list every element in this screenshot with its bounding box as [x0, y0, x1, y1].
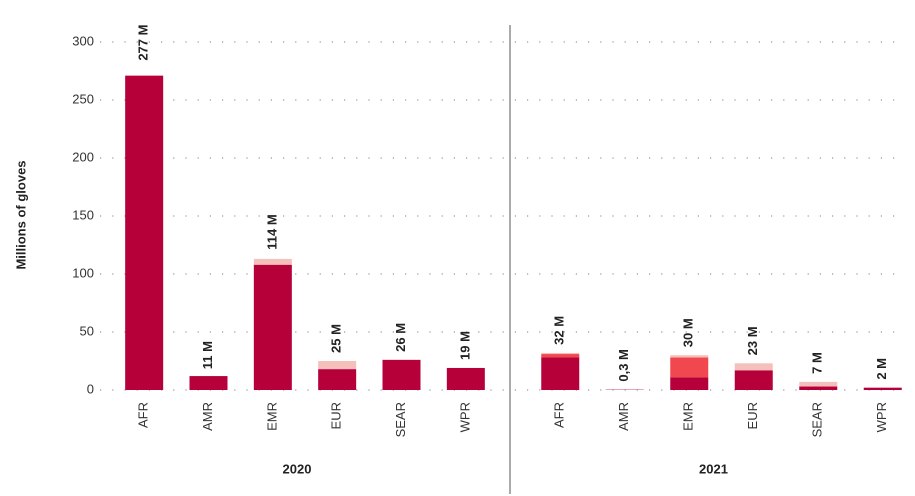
- value-label: 26 M: [393, 323, 408, 352]
- group-label: 2021: [699, 461, 728, 476]
- x-tick-label: EUR: [745, 402, 760, 429]
- y-tick-label: 200: [72, 149, 94, 164]
- x-tick-label: AFR: [136, 402, 151, 428]
- value-label: 2 M: [874, 358, 889, 380]
- x-tick-label: EMR: [264, 402, 279, 431]
- y-axis-label: Millions of gloves: [13, 160, 28, 269]
- bar-segment: [734, 363, 773, 371]
- value-label: 23 M: [745, 326, 760, 355]
- x-tick-label: WPR: [457, 402, 472, 432]
- y-tick-label: 0: [87, 381, 94, 396]
- bar-segment: [318, 361, 357, 370]
- group-label: 2020: [283, 461, 312, 476]
- bar-segment: [541, 352, 580, 355]
- value-label: 30 M: [681, 318, 696, 347]
- value-label: 11 M: [200, 341, 215, 369]
- bar-segment: [253, 258, 292, 265]
- x-tick-label: AFR: [552, 402, 567, 428]
- bar-segment: [318, 369, 357, 390]
- value-label: 114 M: [264, 214, 279, 249]
- bar-segment: [670, 357, 709, 378]
- bar-segment: [734, 370, 773, 390]
- bar-segment: [670, 377, 709, 390]
- bar-segment: [670, 355, 709, 358]
- bar-segment: [799, 386, 838, 390]
- y-tick-label: 150: [72, 207, 94, 222]
- bar-segment: [189, 376, 228, 390]
- bar-segment: [863, 387, 902, 390]
- value-label: 32 M: [552, 316, 567, 345]
- y-tick-label: 250: [72, 91, 94, 106]
- y-tick-label: 100: [72, 265, 94, 280]
- bar-segment: [125, 75, 164, 390]
- value-label: 19 M: [457, 331, 472, 360]
- x-tick-label: EMR: [681, 402, 696, 431]
- bar-segment: [541, 357, 580, 390]
- value-label: 0,3 M: [616, 349, 631, 382]
- bar-segment: [446, 367, 485, 390]
- y-tick-label: 50: [80, 323, 94, 338]
- bar-segment: [541, 354, 580, 358]
- x-tick-label: EUR: [329, 402, 344, 429]
- value-label: 277 M: [136, 25, 151, 61]
- x-tick-label: SEAR: [810, 402, 825, 437]
- x-tick-label: WPR: [874, 402, 889, 432]
- y-tick-label: 300: [72, 33, 94, 48]
- bar-segment: [799, 381, 838, 387]
- bar-segment: [382, 359, 421, 390]
- x-tick-label: SEAR: [393, 402, 408, 437]
- bar-segment: [253, 264, 292, 390]
- x-tick-label: AMR: [616, 402, 631, 431]
- value-label: 7 M: [810, 352, 825, 374]
- x-tick-label: AMR: [200, 402, 215, 431]
- value-label: 25 M: [329, 324, 344, 353]
